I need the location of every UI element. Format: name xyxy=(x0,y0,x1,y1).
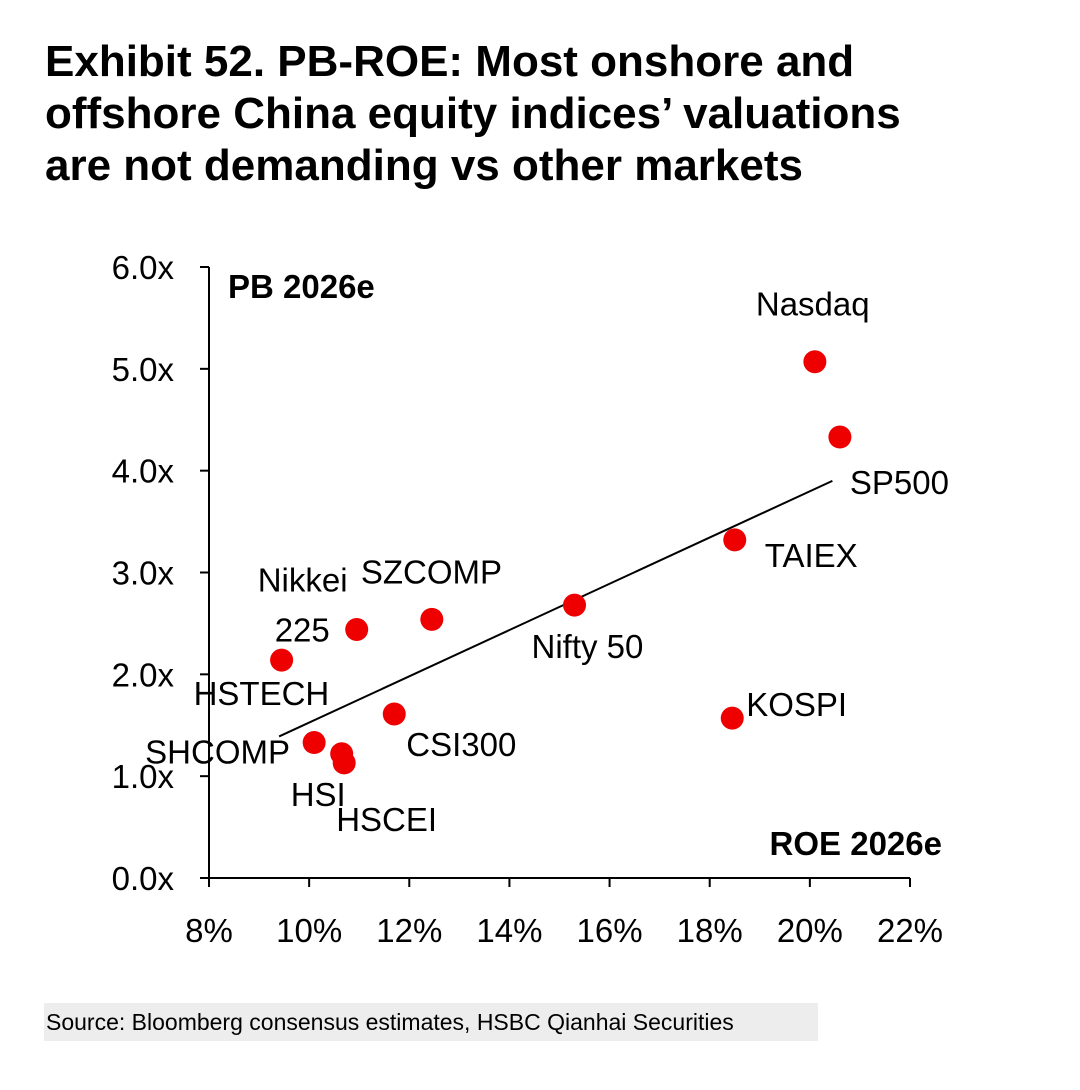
point-hstech xyxy=(270,648,294,672)
point-nasdaq xyxy=(803,350,827,374)
points-group xyxy=(270,350,852,775)
point-kospi xyxy=(720,706,744,730)
point-label: SHCOMP xyxy=(145,734,290,771)
point-label: Nifty 50 xyxy=(532,628,644,665)
axes-group: 0.0x 1.0x 2.0x 3.0x 4.0x 5.0x 6.0x 8% 10% 12% 14% 1… xyxy=(112,249,943,949)
point-label: KOSPI xyxy=(746,686,847,723)
trendline-group xyxy=(278,479,833,738)
x-axis-title: ROE 2026e xyxy=(770,825,942,862)
point-hscei xyxy=(332,751,356,775)
x-tick-label: 18% xyxy=(677,912,743,949)
x-tick-label: 14% xyxy=(476,912,542,949)
point-label: HSTECH xyxy=(194,675,330,712)
point-sp500 xyxy=(828,425,852,449)
title-line-3: are not demanding vs other markets xyxy=(45,141,803,190)
y-tick-label: 6.0x xyxy=(112,249,175,286)
point-label: HSCEI xyxy=(336,801,437,838)
title-line-2: offshore China equity indices’ valuation… xyxy=(45,89,901,138)
point-csi300 xyxy=(382,702,406,726)
point-label: Nasdaq xyxy=(756,286,870,323)
y-tick-label: 1.0x xyxy=(112,758,175,795)
x-tick-label: 16% xyxy=(577,912,643,949)
source-note: Source: Bloomberg consensus estimates, H… xyxy=(44,1003,818,1041)
x-tick-label: 20% xyxy=(777,912,843,949)
point-szcomp xyxy=(420,607,444,631)
point-label: 225 xyxy=(275,612,330,649)
point-labels-group: Nasdaq SP500 TAIEX KOSPI Nifty 50 SZCOMP Nikke… xyxy=(145,286,949,838)
x-tick-label: 8% xyxy=(185,912,233,949)
point-label: HSI xyxy=(291,776,346,813)
scatter-chart: 0.0x 1.0x 2.0x 3.0x 4.0x 5.0x 6.0x 8% 10% 12% 14% 1… xyxy=(112,249,949,949)
point-label: CSI300 xyxy=(406,726,516,763)
point-label: Nikkei xyxy=(258,562,348,599)
point-label: SP500 xyxy=(850,464,949,501)
x-tick-label: 10% xyxy=(276,912,342,949)
y-axis-title: PB 2026e xyxy=(228,268,375,305)
y-tick-label: 5.0x xyxy=(112,351,175,388)
point-shcomp xyxy=(302,731,326,755)
y-tick-label: 0.0x xyxy=(112,860,175,897)
trendline xyxy=(278,479,833,738)
point-label: TAIEX xyxy=(765,537,858,574)
point-nifty-50 xyxy=(563,593,587,617)
title-line-1: Exhibit 52. PB-ROE: Most onshore and xyxy=(45,37,855,86)
y-tick-label: 2.0x xyxy=(112,656,175,693)
point-taiex xyxy=(723,528,747,552)
point-label: SZCOMP xyxy=(361,553,502,590)
y-tick-label: 4.0x xyxy=(112,453,175,490)
point-nikkei-225 xyxy=(345,618,369,642)
x-tick-label: 12% xyxy=(376,912,442,949)
y-tick-label: 3.0x xyxy=(112,555,175,592)
x-tick-label: 22% xyxy=(877,912,943,949)
chart-title: Exhibit 52. PB-ROE: Most onshore and off… xyxy=(45,36,1045,192)
